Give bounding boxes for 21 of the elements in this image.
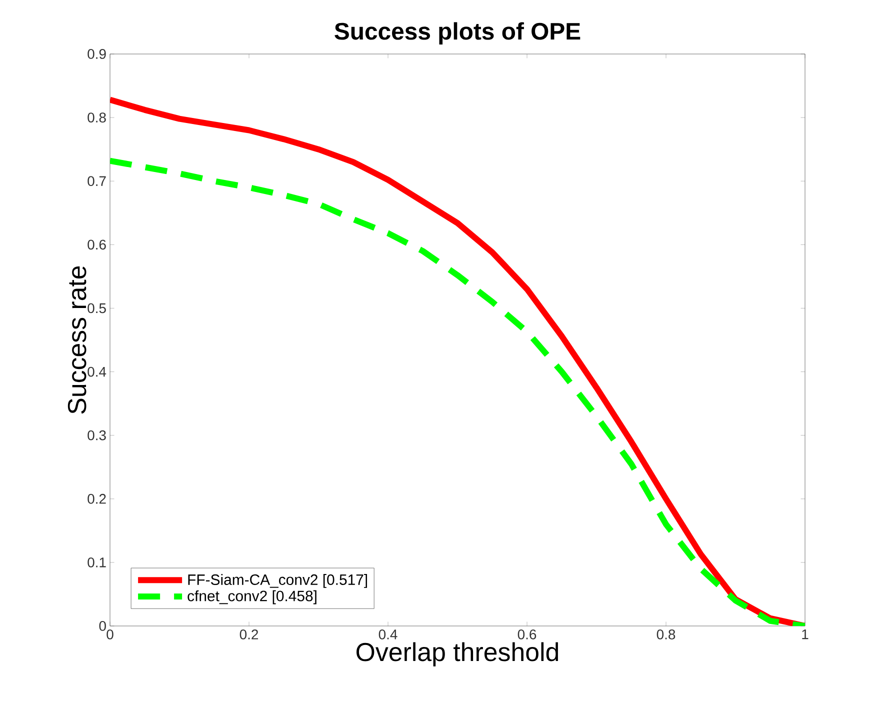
x-tick-label: 0.6: [518, 629, 536, 640]
x-tick-label: 0: [106, 629, 114, 640]
y-tick-label: 0.4: [88, 366, 106, 377]
x-tick-label: 1: [802, 630, 808, 640]
y-tick-label: 0.2: [88, 494, 106, 504]
y-tick-label: 0.6: [88, 240, 106, 250]
x-tick-label: 0.8: [656, 629, 676, 640]
y-tick-label: 0.9: [88, 49, 106, 59]
x-tick-label: 0.2: [240, 629, 258, 640]
chart-title: Success plots of OPE: [334, 22, 580, 45]
y-tick-label: 0.8: [88, 112, 106, 122]
y-tick-label: 0.5: [88, 303, 106, 314]
y-tick-label: 0.3: [88, 430, 106, 440]
y-tick-label: 0: [99, 621, 106, 631]
x-axis-title: Overlap threshold: [356, 642, 558, 666]
y-tick-label: 0.1: [88, 557, 106, 568]
y-tick-label: 0.7: [88, 176, 106, 186]
legend-label: FF-Siam-CA_conv2 [0.517]: [188, 574, 368, 588]
legend-label: cfnet_conv2 [0.458]: [188, 590, 316, 604]
y-axis-title: Success rate: [68, 266, 86, 414]
x-tick-label: 0.4: [378, 629, 398, 640]
